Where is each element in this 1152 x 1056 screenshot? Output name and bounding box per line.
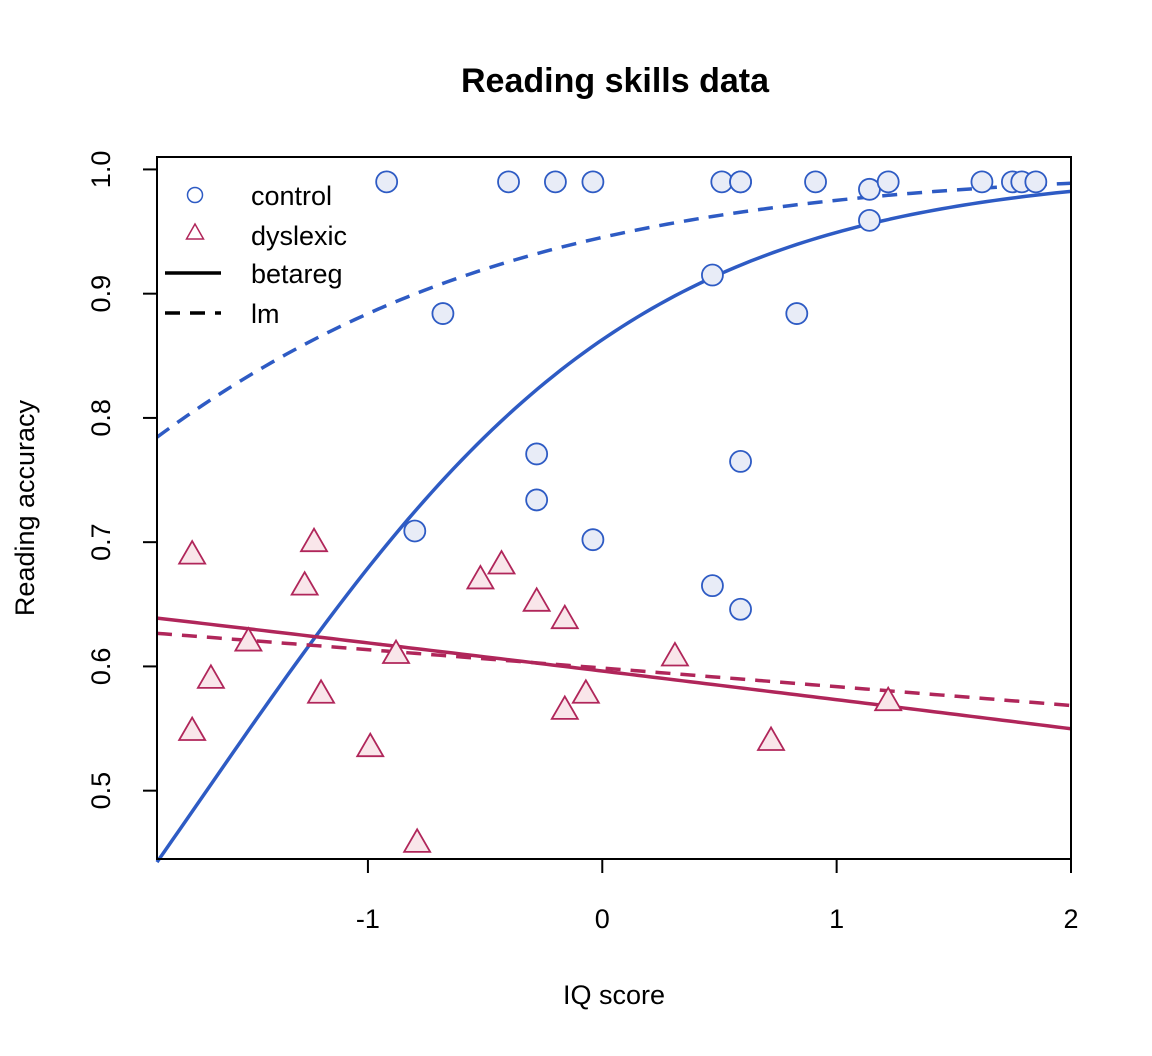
point-dyslexic <box>299 526 329 553</box>
point-control <box>375 170 399 194</box>
fitted-lines <box>155 181 1072 864</box>
point-control <box>701 574 724 598</box>
point-control <box>804 170 827 194</box>
chart-title: Reading skills data <box>461 62 770 100</box>
legend-label-control: control <box>251 181 332 211</box>
point-control <box>544 170 567 194</box>
point-control <box>581 528 605 552</box>
point-dyslexic <box>381 638 411 664</box>
legend-label-lm: lm <box>251 299 280 329</box>
point-control <box>1024 170 1048 194</box>
x-axis: -1 0 1 2 <box>356 858 1079 934</box>
data-points <box>177 170 1048 853</box>
x-tick-label: 2 <box>1063 904 1078 934</box>
point-dyslexic <box>177 539 207 565</box>
legend-dyslexic-marker <box>185 222 205 240</box>
x-tick-label: 0 <box>595 904 610 934</box>
y-tick-label: 0.7 <box>86 523 116 561</box>
y-tick-label: 1.0 <box>86 151 116 189</box>
point-dyslexic <box>486 549 517 575</box>
point-dyslexic <box>402 827 432 853</box>
x-tick-label: 1 <box>829 904 844 934</box>
point-dyslexic <box>233 626 263 652</box>
point-dyslexic <box>306 678 336 704</box>
point-dyslexic <box>465 564 495 590</box>
fitted-line-dyslexic-lm <box>156 631 1072 708</box>
point-control <box>785 302 809 325</box>
point-control <box>729 597 752 621</box>
fitted-line-control-lm <box>155 181 1072 439</box>
point-dyslexic <box>660 641 690 667</box>
point-control <box>525 442 549 466</box>
point-dyslexic <box>196 663 226 689</box>
point-dyslexic <box>550 603 580 630</box>
point-dyslexic <box>571 678 601 704</box>
point-dyslexic <box>522 586 552 612</box>
legend: control dyslexic betareg lm <box>165 181 347 329</box>
fitted-line-control-betareg <box>155 189 1072 864</box>
y-tick-label: 0.9 <box>86 275 116 313</box>
point-dyslexic <box>756 725 786 751</box>
point-control <box>431 302 455 325</box>
x-tick-label: -1 <box>356 904 380 934</box>
point-control <box>497 170 520 194</box>
point-dyslexic <box>290 570 320 596</box>
legend-control-marker <box>186 186 204 204</box>
legend-label-dyslexic: dyslexic <box>251 221 347 251</box>
fitted-line-dyslexic-betareg <box>156 616 1072 731</box>
point-dyslexic <box>177 715 207 741</box>
point-control <box>970 170 994 194</box>
point-control <box>876 170 900 194</box>
point-control <box>403 519 427 543</box>
y-axis-label: Reading accuracy <box>10 399 40 616</box>
point-control <box>581 170 605 194</box>
point-control <box>858 208 881 232</box>
point-dyslexic <box>355 731 385 758</box>
y-axis: 0.5 0.6 0.7 0.8 0.9 1.0 <box>86 151 158 810</box>
y-tick-label: 0.8 <box>86 399 116 437</box>
legend-label-betareg: betareg <box>251 259 343 289</box>
point-control <box>701 263 724 287</box>
point-control <box>525 488 549 512</box>
point-dyslexic <box>873 685 903 712</box>
x-axis-label: IQ score <box>563 980 665 1010</box>
point-control <box>729 170 752 194</box>
y-tick-label: 0.6 <box>86 648 116 686</box>
point-control <box>729 450 752 473</box>
point-dyslexic <box>550 694 580 720</box>
y-tick-label: 0.5 <box>86 772 116 810</box>
